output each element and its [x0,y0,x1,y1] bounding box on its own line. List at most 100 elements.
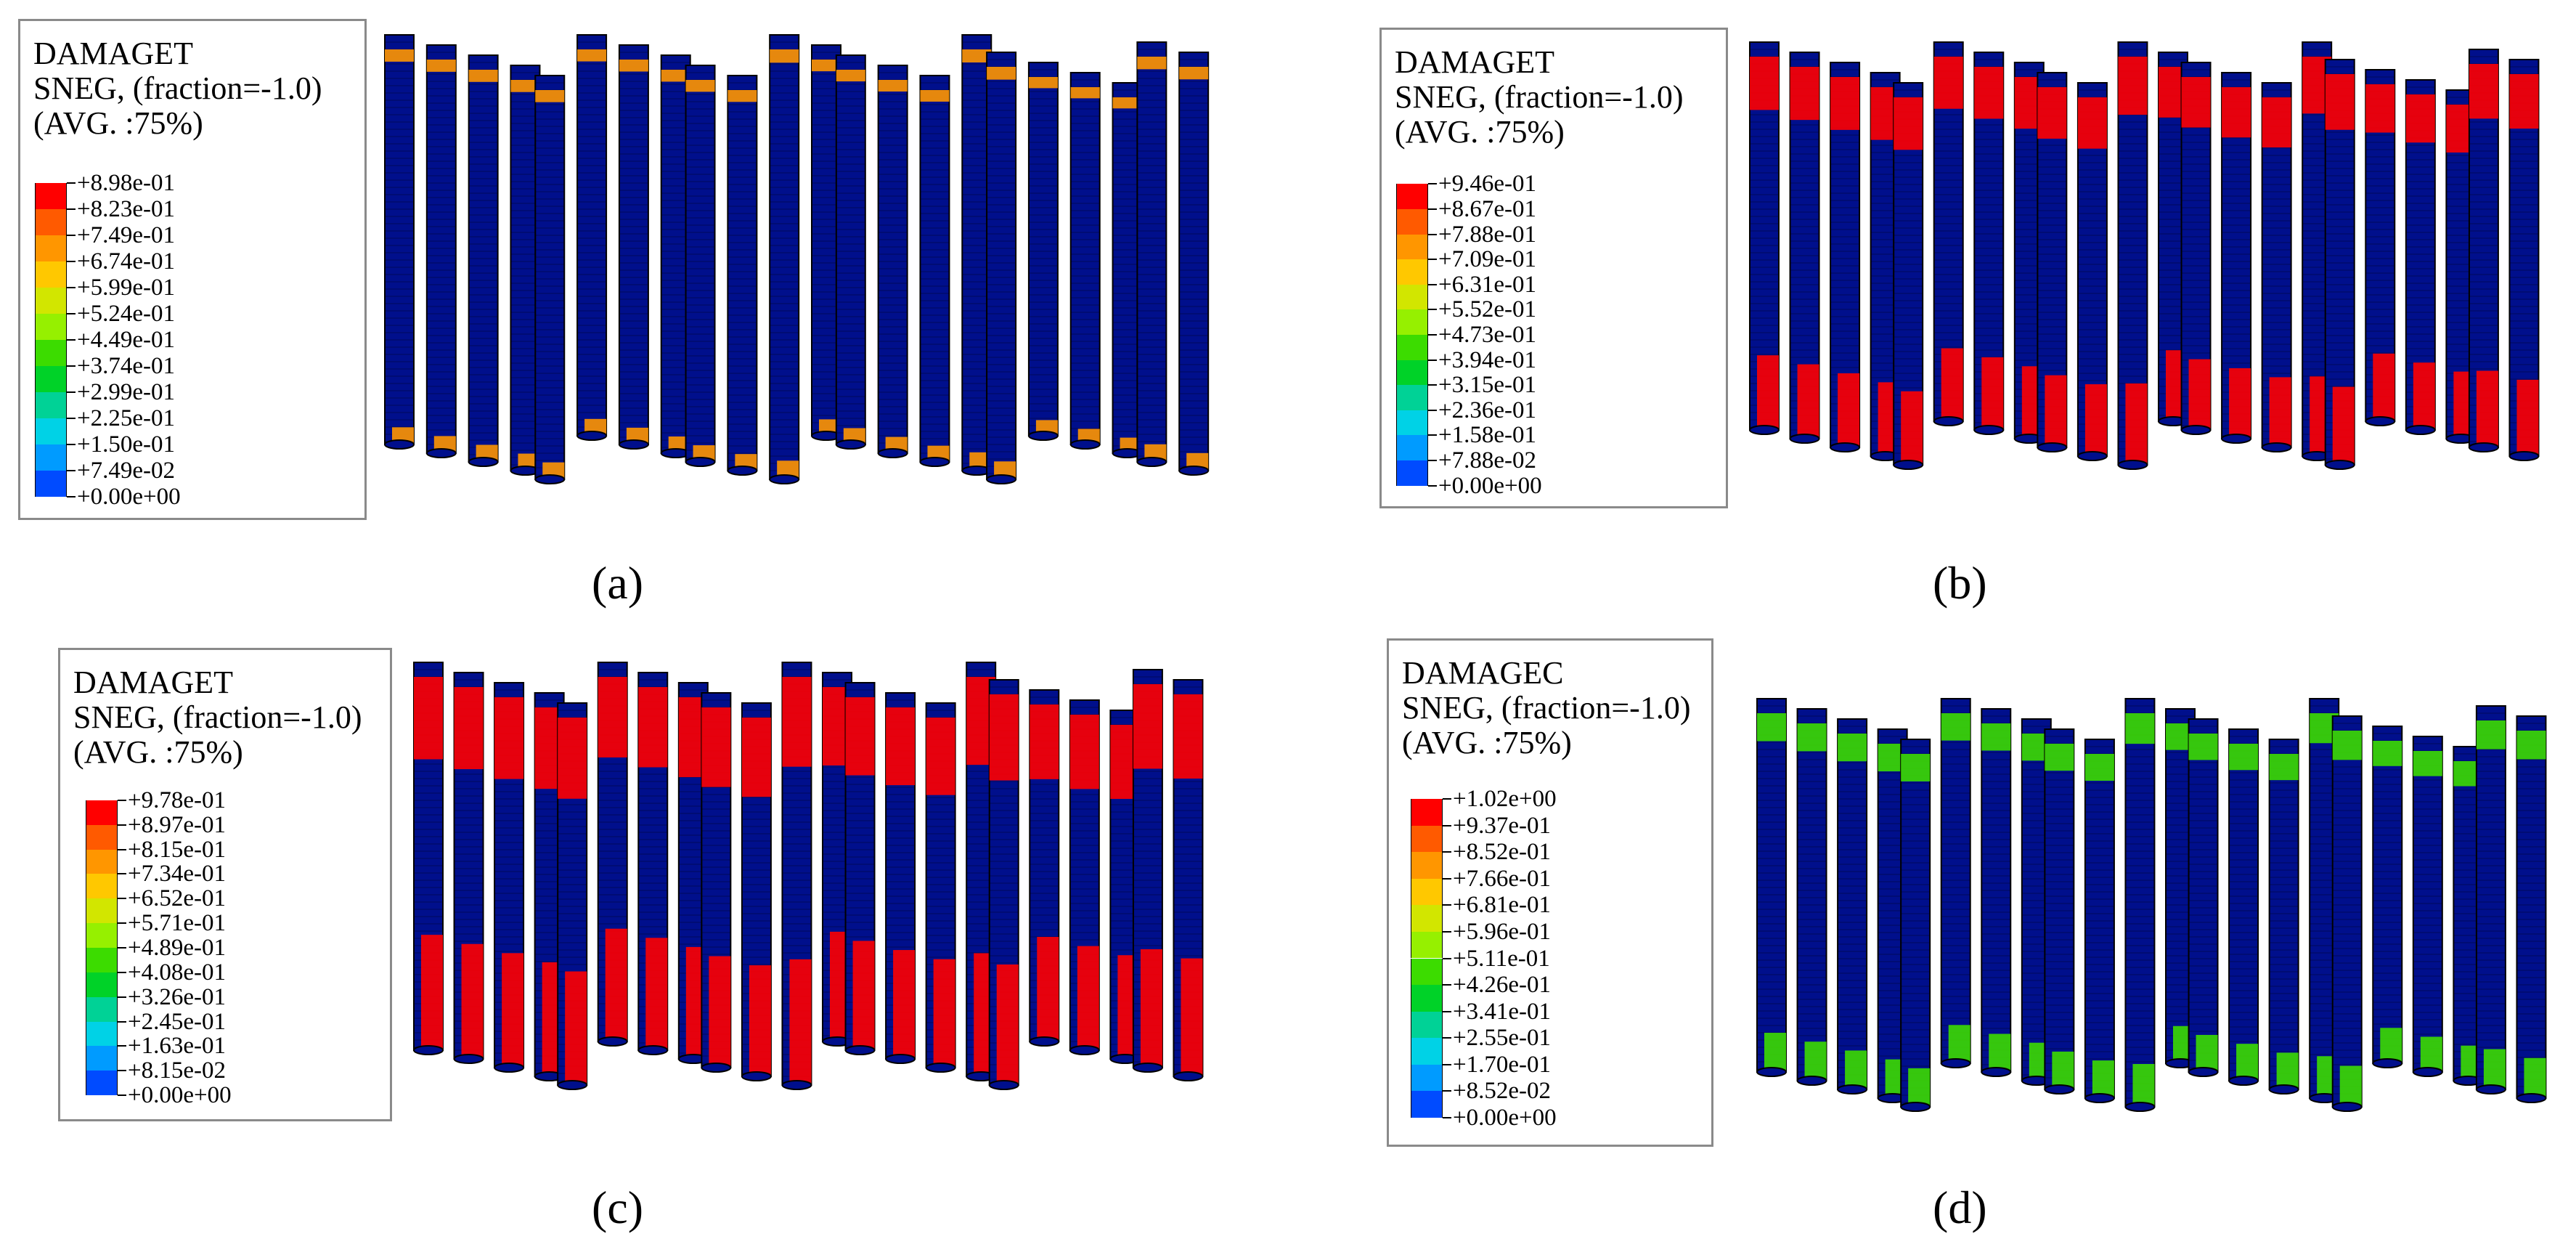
damage-zone-base [2380,1028,2402,1063]
pile-base [384,439,415,450]
legend-value: +1.58e-01 [1438,422,1536,449]
colorbar-b: +9.46e-01 +8.67e-01 +7.88e-01 +7.09e-01 +6.3… [1396,171,1716,499]
pile-base [1837,1084,1868,1094]
legend-swatch [86,800,118,825]
damage-zone-top [1750,57,1779,110]
pile [2268,739,2299,1094]
pile-body [1136,41,1167,463]
damage-zone-top [1137,57,1167,70]
legend-tick [1443,851,1451,853]
pile [534,75,566,484]
pile-body [425,44,457,454]
pile-base [1756,1067,1787,1077]
legend-swatch [1396,184,1428,209]
damage-zone-top [2405,94,2435,143]
legend-tick [1443,798,1451,800]
legend-tick [1428,484,1437,487]
pile-base [1027,431,1059,441]
legend-tick [1443,1010,1451,1012]
legend-tick [67,391,76,393]
damage-zone-top [1838,734,1867,762]
legend-a: DAMAGET SNEG, (fraction=-1.0) (AVG. :75%… [18,19,367,520]
caption-a: (a) [592,557,644,609]
legend-value: +8.98e-01 [77,170,175,196]
damage-zone-top [1790,67,1819,121]
pile-body [2372,726,2403,1064]
pile [597,662,628,1047]
legend-value: +8.15e-01 [128,836,226,863]
legend-value: +9.78e-01 [128,787,226,813]
pile [1069,699,1100,1055]
caption-c: (c) [592,1182,644,1233]
pile [2468,49,2499,452]
pile-base [1893,460,1924,470]
damage-zone-base [2132,1063,2155,1107]
pile [494,682,525,1073]
damage-zone-top [535,90,565,102]
pile [741,702,772,1081]
damage-zone-base [1845,1050,1867,1089]
legend-tick [1428,334,1437,336]
legend-tick [1428,183,1437,185]
legend-value: +7.88e-02 [1438,447,1536,474]
legend-averaging: (AVG. :75%) [73,734,243,770]
damage-zone-top [2037,87,2067,139]
pile [2180,62,2212,435]
pile [1893,82,1924,470]
pile [925,702,956,1073]
legend-value: +6.74e-01 [77,248,175,275]
damage-zone-top [454,687,484,770]
legend-value: +2.25e-01 [77,405,175,431]
legend-tick [118,873,126,875]
pile-base [2037,442,2068,452]
damage-zone-base [933,959,955,1068]
legend-b: DAMAGET SNEG, (fraction=-1.0) (AVG. :75%… [1379,28,1728,508]
legend-value: +5.24e-01 [77,301,175,327]
pile-base [769,474,800,484]
damage-zone-base [461,943,484,1059]
damage-zone-base [2084,384,2107,456]
legend-section: SNEG, (fraction=-1.0) [33,70,322,106]
damage-zone-base [1764,1033,1786,1072]
legend-value: +3.41e-01 [1453,998,1551,1025]
legend-swatch [86,972,118,997]
legend-tick [1443,1037,1451,1039]
legend-tick [1443,904,1451,906]
colorbar-c: +9.78e-01 +8.97e-01 +8.15e-01 +7.34e-01 +6.5… [86,787,383,1108]
pile-base [1940,1058,1971,1068]
pile-base [1973,425,2005,435]
pile [1900,739,1931,1112]
pile-base [919,457,950,467]
pile-base [1136,457,1167,467]
pile [781,662,812,1090]
pile-base [1069,1045,1100,1055]
legend-value: +7.34e-01 [128,861,226,888]
pile-base [844,1045,876,1055]
legend-swatch [35,261,67,288]
legend-swatch [1411,1064,1443,1092]
pile [877,65,908,458]
legend-value: +5.96e-01 [1453,918,1551,945]
panel-a: DAMAGET SNEG, (fraction=-1.0) (AVG. :75%… [0,0,1288,628]
damage-zone-top [2469,64,2498,119]
legend-tick [1443,824,1451,826]
legend-averaging: (AVG. :75%) [1402,725,1572,760]
damage-zone-top [886,707,916,786]
legend-tick [118,799,126,801]
legend-tick [67,182,76,184]
pile-base [701,1063,732,1073]
legend-value: +7.66e-01 [1453,865,1551,892]
pile-body [1069,72,1101,445]
pile-base [2084,1093,2115,1103]
pile-body [2268,739,2299,1090]
pile-body [1837,718,1868,1090]
damage-zone-base [645,938,668,1050]
damage-zone-top [1797,723,1827,752]
pile-base [781,1080,812,1090]
legend-swatch [1411,931,1443,959]
pile [557,702,588,1090]
legend-swatch [1396,208,1428,235]
damage-zone-top [494,697,524,779]
damage-zone-top [1933,57,1963,109]
legend-tick [1428,384,1437,386]
